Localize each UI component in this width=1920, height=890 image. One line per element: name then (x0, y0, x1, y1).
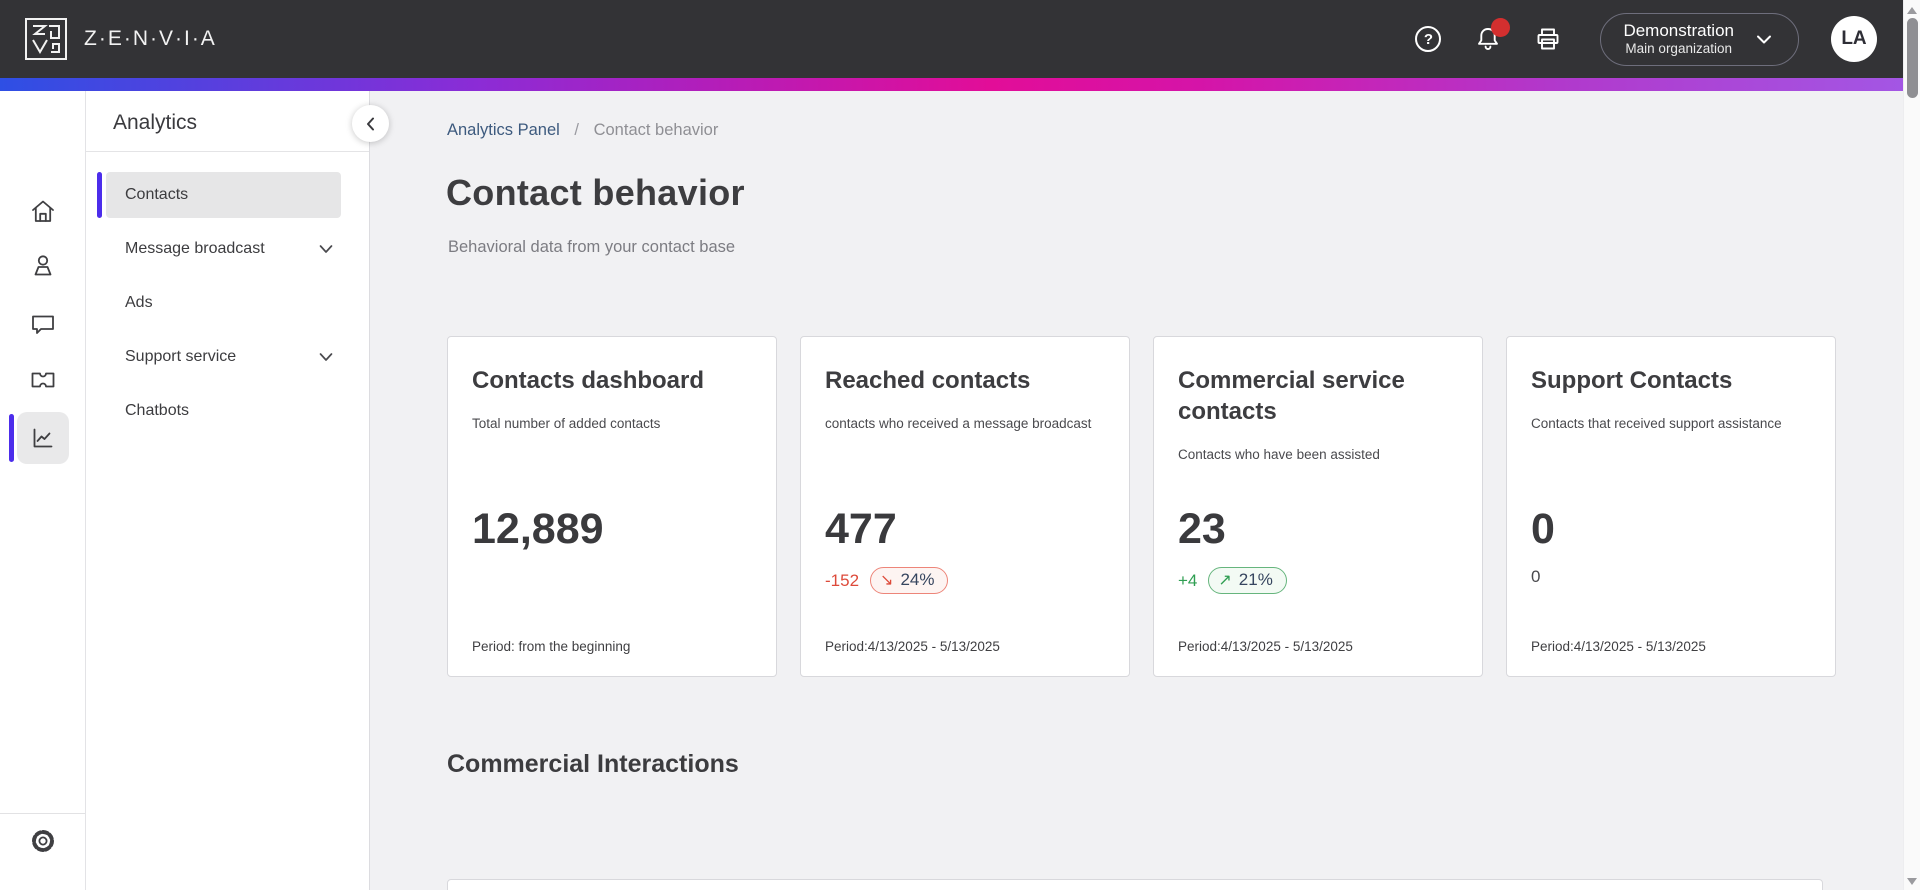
card-contacts-dashboard: Contacts dashboard Total number of added… (447, 336, 777, 677)
top-header: Z·E·N·V·I·A ? (0, 0, 1903, 78)
breadcrumb: Analytics Panel / Contact behavior (447, 121, 718, 140)
zenvia-logo-icon (25, 18, 67, 60)
sidebar-item-label: Ads (125, 294, 153, 311)
analytics-chart-icon (33, 428, 52, 448)
card-reached-contacts: Reached contacts contacts who received a… (800, 336, 1130, 677)
card-delta-row: +4 ↗ 21% (1178, 567, 1287, 594)
trend-percent: 24% (900, 570, 935, 589)
brand-name: Z·E·N·V·I·A (84, 27, 217, 50)
card-value: 0 (1531, 505, 1555, 553)
card-description: contacts who received a message broadcas… (825, 416, 1092, 432)
nav-analytics-button[interactable] (16, 412, 69, 464)
user-avatar[interactable]: LA (1831, 16, 1877, 62)
breadcrumb-separator: / (574, 121, 579, 139)
chevron-left-icon (366, 117, 374, 130)
delta-value: +4 (1178, 570, 1198, 590)
sidebar-item-label: Contacts (125, 186, 189, 203)
card-value: 477 (825, 505, 897, 553)
nav-home-button[interactable] (28, 197, 58, 227)
scrollbar-down-arrow[interactable] (1907, 878, 1917, 885)
home-icon (31, 200, 54, 222)
analytics-sidebar: Analytics Contacts Message broadcast Ads… (86, 91, 370, 890)
chat-icon (31, 315, 54, 334)
card-title: Commercial service contacts (1178, 367, 1405, 426)
chevron-down-icon (1757, 35, 1771, 44)
card-support-contacts: Support Contacts Contacts that received … (1506, 336, 1836, 677)
help-button[interactable]: ? (1414, 25, 1442, 53)
sidebar-collapse-button[interactable] (352, 105, 389, 142)
card-description: Contacts who have been assisted (1178, 447, 1380, 463)
organization-name: Demonstration (1623, 20, 1734, 40)
card-period: Period:4/13/2025 - 5/13/2025 (825, 639, 1000, 654)
trend-up-icon: ↗ (1218, 572, 1232, 589)
card-delta-row: -152 ↘ 24% (825, 567, 949, 594)
trend-badge: ↗ 21% (1208, 567, 1287, 594)
card-title: Contacts dashboard (472, 367, 705, 394)
help-icon: ? (1415, 26, 1442, 52)
active-item-indicator (97, 172, 102, 218)
print-button[interactable] (1534, 25, 1562, 53)
ticket-icon (31, 372, 54, 388)
sidebar-item-label: Chatbots (125, 402, 190, 419)
card-period: Period:4/13/2025 - 5/13/2025 (1531, 639, 1706, 654)
sidebar-item-label: Support service (125, 348, 237, 365)
nav-contacts-button[interactable] (28, 251, 58, 281)
sidebar-item-chatbots[interactable]: Chatbots (106, 384, 341, 438)
breadcrumb-current: Contact behavior (593, 121, 719, 139)
brand: Z·E·N·V·I·A (24, 17, 217, 61)
rail-divider (0, 813, 85, 814)
delta-value: 0 (1531, 567, 1541, 586)
trend-percent: 21% (1238, 570, 1273, 589)
page-subtitle: Behavioral data from your contact base (448, 238, 736, 256)
sidebar-title: Analytics (113, 111, 198, 134)
printer-icon (1537, 28, 1559, 50)
active-nav-indicator (9, 414, 14, 462)
commercial-interactions-card (447, 879, 1823, 890)
card-delta-row: 0 (1531, 567, 1540, 587)
trend-down-icon: ↘ (880, 572, 894, 589)
sidebar-item-contacts[interactable]: Contacts (97, 172, 341, 218)
sidebar-menu: Contacts Message broadcast Ads Support s… (86, 168, 369, 438)
notification-badge (1491, 18, 1511, 37)
card-commercial-service-contacts: Commercial service contacts Contacts who… (1153, 336, 1483, 677)
sidebar-item-message-broadcast[interactable]: Message broadcast (106, 222, 341, 276)
trend-badge: ↘ 24% (870, 567, 949, 594)
card-period: Period: from the beginning (472, 639, 631, 654)
notifications-button[interactable] (1474, 18, 1511, 53)
gear-icon (31, 830, 54, 852)
chevron-down-icon (319, 245, 333, 253)
scrollbar-up-arrow[interactable] (1907, 7, 1917, 14)
delta-value: -152 (825, 570, 860, 590)
sidebar-divider (86, 151, 369, 152)
card-description: Contacts that received support assistanc… (1531, 416, 1782, 432)
kpi-cards-row: Contacts dashboard Total number of added… (447, 336, 1836, 677)
brand-gradient-bar (0, 78, 1903, 91)
section-title-commercial-interactions: Commercial Interactions (447, 750, 739, 778)
card-period: Period:4/13/2025 - 5/13/2025 (1178, 639, 1353, 654)
icon-rail (0, 91, 86, 890)
nav-conversations-button[interactable] (28, 310, 58, 340)
card-description: Total number of added contacts (472, 416, 661, 432)
page-title: Contact behavior (446, 172, 745, 213)
card-value: 12,889 (472, 505, 604, 553)
sidebar-item-label: Message broadcast (125, 240, 265, 257)
organization-switcher[interactable]: Demonstration Main organization (1600, 12, 1799, 66)
breadcrumb-analytics-panel[interactable]: Analytics Panel (447, 121, 560, 139)
chevron-down-icon (319, 353, 333, 361)
person-icon (34, 255, 51, 276)
organization-subtitle: Main organization (1625, 41, 1732, 57)
nav-campaigns-button[interactable] (28, 365, 58, 395)
card-title: Support Contacts (1531, 367, 1733, 394)
scrollbar-thumb[interactable] (1907, 18, 1918, 98)
card-title: Reached contacts (825, 367, 1031, 394)
sidebar-item-ads[interactable]: Ads (106, 276, 341, 330)
sidebar-item-support-service[interactable]: Support service (106, 330, 341, 384)
card-value: 23 (1178, 505, 1226, 553)
settings-button[interactable] (28, 826, 58, 856)
page-scrollbar[interactable] (1903, 0, 1920, 890)
